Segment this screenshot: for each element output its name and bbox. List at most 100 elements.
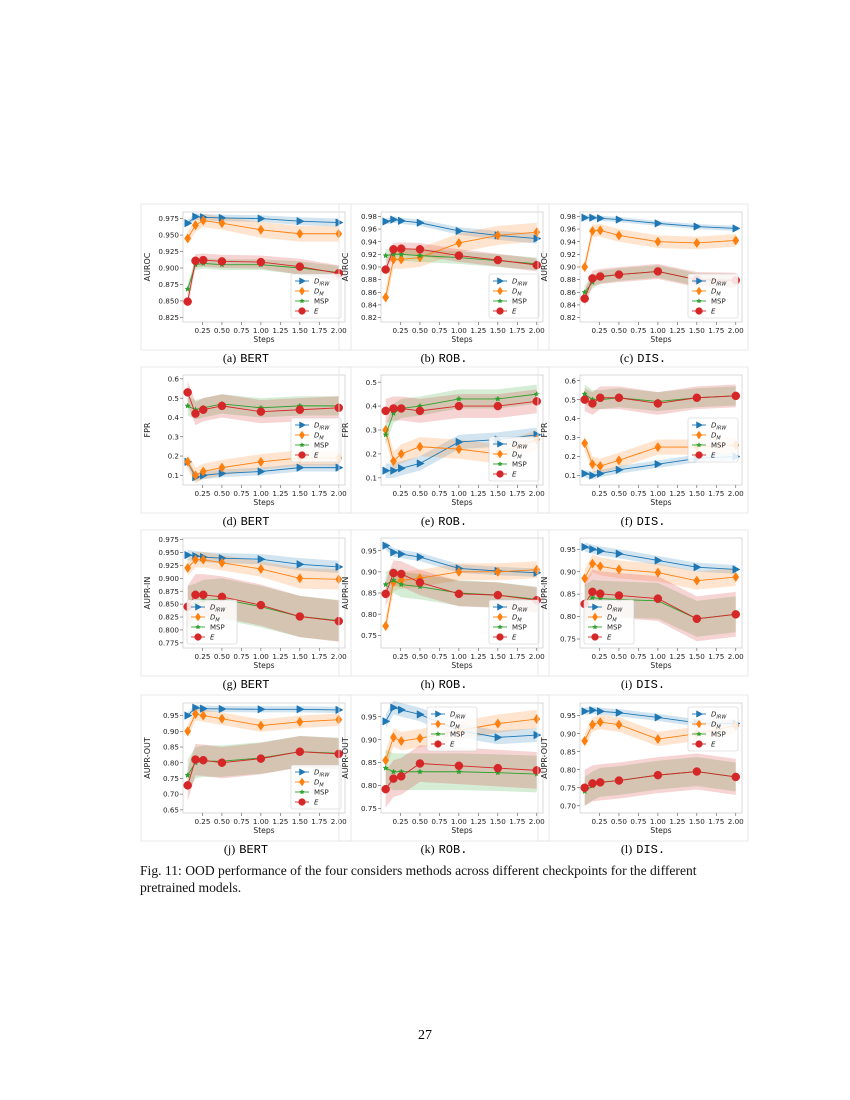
marker: [494, 718, 502, 729]
x-tick-label: 2.00: [728, 326, 744, 335]
marker: [614, 776, 624, 785]
x-tick-label: 1.50: [689, 326, 705, 335]
model-name: ROB.: [439, 678, 468, 692]
marker: [389, 404, 398, 413]
marker: [390, 548, 399, 557]
marker: [591, 633, 599, 641]
chart: 0.82 0.84 0.86 0.88 0.90 0.92 0.94 0.96 0.98 0.25…: [537, 203, 749, 366]
marker: [397, 404, 406, 413]
x-tick-label: 1.00: [650, 326, 666, 335]
marker: [732, 571, 740, 583]
panel-label: (c): [620, 351, 633, 365]
x-tick-label: 0.50: [214, 817, 230, 826]
panel-label: (h): [421, 677, 435, 691]
y-axis-label: AUPR-IN: [540, 577, 549, 610]
marker: [296, 463, 305, 472]
marker: [696, 442, 702, 448]
marker: [581, 573, 589, 584]
model-name: DIS.: [636, 843, 665, 857]
marker: [731, 391, 741, 401]
marker: [218, 557, 226, 568]
x-tick-label: 1.50: [689, 652, 705, 661]
y-tick-label: 0.90: [560, 263, 576, 272]
x-tick-label: 0.25: [194, 489, 210, 498]
marker: [299, 789, 305, 795]
x-tick-label: 0.75: [431, 489, 447, 498]
error-band: [385, 700, 537, 745]
marker: [416, 552, 425, 562]
y-axis-label: AUROC: [341, 252, 350, 281]
marker: [696, 286, 702, 296]
legend-label: E: [711, 452, 716, 460]
error-band: [385, 541, 537, 577]
marker: [581, 213, 590, 222]
error-band: [187, 457, 339, 482]
marker: [296, 217, 305, 226]
x-tick-label: 2.00: [728, 489, 744, 498]
marker: [589, 558, 596, 569]
legend-label: DIRW: [512, 604, 528, 614]
marker: [256, 754, 266, 763]
marker: [581, 261, 589, 273]
legend-label: E: [711, 308, 716, 316]
marker: [533, 234, 542, 243]
y-tick-label: 0.80: [560, 612, 576, 621]
legend-label: DM: [711, 432, 721, 442]
legend-label: E: [512, 471, 517, 479]
marker: [415, 245, 425, 254]
marker: [184, 711, 193, 720]
plot-area: [380, 702, 544, 814]
chart-frame: [140, 529, 352, 677]
y-axis-label: FPR: [341, 422, 350, 437]
y-tick-label: 0.5: [168, 394, 179, 403]
subfigure-caption: (d) BERT: [223, 514, 270, 529]
y-tick-label: 0.6: [565, 376, 577, 385]
y-tick-label: 0.94: [560, 237, 576, 246]
marker: [184, 402, 191, 409]
panel-label: (e): [421, 514, 434, 528]
marker: [199, 255, 208, 265]
marker: [732, 235, 740, 246]
marker: [192, 212, 201, 221]
y-tick-label: 0.88: [560, 275, 576, 284]
legend-label: E: [711, 741, 716, 749]
marker: [596, 393, 605, 403]
subfigure-caption: (k) ROB.: [421, 842, 468, 857]
y-tick-label: 0.3: [366, 426, 377, 435]
marker: [296, 716, 304, 727]
y-tick-label: 0.2: [565, 452, 576, 461]
chart: 0.750.800.850.900.950.25 0.50 0.75 1.00 1.25…: [537, 529, 749, 692]
x-tick-label: 1.25: [272, 652, 288, 661]
subfigure-caption: (f) DIS.: [621, 514, 666, 529]
x-tick-label: 1.50: [292, 489, 308, 498]
x-axis-label: Steps: [451, 498, 472, 507]
x-axis-label: Steps: [253, 661, 274, 670]
marker: [415, 759, 425, 768]
marker: [416, 441, 424, 452]
marker: [299, 421, 307, 429]
legend-label: DM: [314, 779, 324, 789]
marker: [295, 747, 305, 756]
marker: [455, 437, 464, 447]
legend-box: [687, 273, 739, 319]
subfigure-caption: (h) ROB.: [421, 677, 468, 692]
chart: 0.1 0.2 0.3 0.4 0.5 0.6 0.25 0.50 0.75 1.00 1.25 1.…: [140, 366, 352, 529]
marker: [494, 733, 503, 742]
marker: [416, 733, 424, 744]
marker: [390, 768, 397, 775]
y-tick-label: 0.75: [560, 783, 576, 792]
marker: [192, 703, 201, 712]
legend-label: DIRW: [314, 422, 330, 432]
marker: [299, 277, 307, 285]
legend-label: DIRW: [210, 604, 226, 614]
marker: [615, 455, 623, 466]
marker: [199, 405, 208, 414]
marker: [692, 614, 702, 624]
x-tick-label: 0.75: [233, 652, 249, 661]
x-axis-label: Steps: [650, 498, 671, 507]
legend-label: DIRW: [450, 711, 466, 721]
marker: [397, 735, 405, 747]
legend-box: [488, 599, 540, 645]
y-tick-label: 0.90: [361, 263, 377, 272]
